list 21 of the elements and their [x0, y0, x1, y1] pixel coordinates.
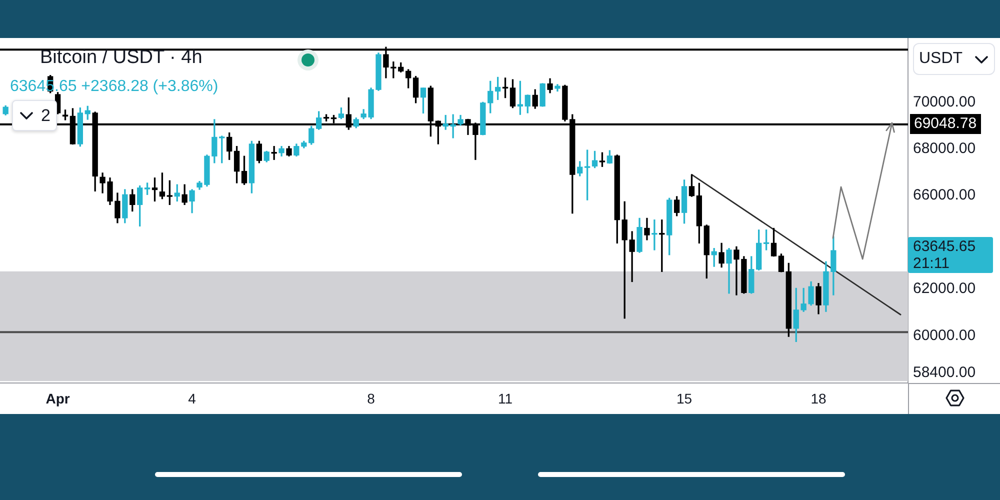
annotation: 2: [41, 106, 50, 126]
y-tick-label: 62000.00: [913, 280, 976, 298]
y-tick-label: 58400.00: [913, 364, 976, 382]
x-tick-label: Apr: [46, 390, 70, 406]
y-tick-label: 60000.00: [913, 326, 976, 344]
text: 63645.65 21:11: [908, 236, 993, 273]
x-tick-label: 11: [498, 390, 513, 406]
x-tick-label: 15: [676, 390, 692, 406]
currency-dropdown: USDT: [913, 43, 995, 75]
x-tick-label: 8: [367, 390, 376, 406]
text: Bitcoin / USDT · 4h: [40, 47, 202, 69]
y-tick-label: 66000.00: [913, 186, 976, 204]
y-axis-title: USDT: [919, 50, 963, 68]
candlestick: [652, 220, 658, 250]
x-tick-label: 18: [810, 390, 826, 406]
collapse-button: 2: [12, 100, 57, 131]
ref-line-label: 69048.78: [910, 114, 981, 134]
candlestick: [271, 146, 277, 160]
y-tick-label: 70000.00: [913, 93, 976, 110]
y-tick-label: 68000.00: [913, 140, 976, 158]
x-tick-label: 4: [188, 390, 196, 406]
